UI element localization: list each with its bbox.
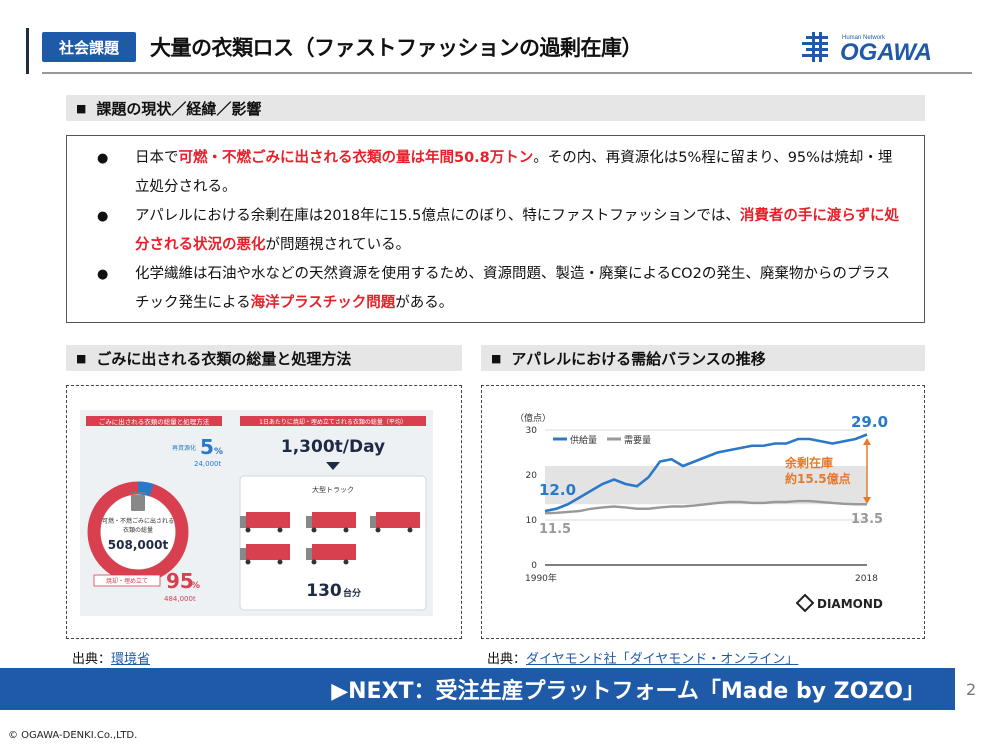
truck-label: 大型トラック (312, 485, 354, 494)
center-label-1: 可燃・不燃ごみに出される (102, 517, 174, 525)
infographic-left-title: ごみに出される衣類の総量と処理方法 (99, 417, 210, 426)
x-tick-label-end: 2018 (855, 574, 878, 584)
issue-bullet-list: ● 日本で可燃・不燃ごみに出される衣類の量は年間50.8万トン。その内、再資源化… (66, 135, 925, 323)
clothing-waste-infographic: ごみに出される衣類の総量と処理方法 可燃・不燃ごみに出される 衣類の総量 508… (80, 410, 433, 616)
source-label: 出典： (487, 652, 527, 667)
series-line-demand (544, 499, 867, 515)
bullet-highlight: 可燃・不燃ごみに出される衣類の量は年間50.8万トン (178, 150, 534, 166)
y-tick-label: 0 (531, 561, 537, 571)
surplus-label-1: 余剰在庫 (784, 455, 833, 470)
truck-icon (370, 512, 420, 533)
start-demand-label: 11.5 (539, 522, 571, 537)
list-item: ● アパレルにおける余剰在庫は2018年に15.5億点にのぼり、特にファストファ… (97, 202, 904, 260)
surplus-label-2: 約15.5億点 (785, 471, 851, 486)
header-accent-bar (26, 28, 29, 74)
page-title: 大量の衣類ロス（ファストファッションの過剰在庫） (150, 36, 643, 60)
recycle-pct-unit: % (214, 447, 223, 457)
diamond-logo: DIAMOND (795, 593, 883, 613)
burn-label: 焼却・埋め立て (106, 577, 148, 585)
square-bullet-icon: ■ (76, 101, 87, 115)
source-env-ministry: 出典：環境省 (72, 648, 150, 667)
source-link-env[interactable]: 環境省 (111, 652, 151, 667)
source-link-diamond[interactable]: ダイヤモンド社「ダイヤモンド・オンライン」 (526, 652, 799, 667)
ogawa-logo: Human Network OGAWA (802, 32, 932, 66)
section-heading-text: 課題の現状／経緯／影響 (96, 99, 262, 118)
list-item: ● 化学繊維は石油や水などの天然資源を使用するため、資源問題、製造・廃棄によるC… (97, 260, 904, 318)
truck-icon (240, 512, 290, 533)
y-axis-label: （億点） (515, 412, 551, 424)
bullet-dot-icon: ● (97, 209, 109, 224)
bullet-text: がある。 (395, 295, 454, 311)
next-banner: ▶NEXT：受注生産プラットフォーム「Made by ZOZO」 (0, 668, 955, 710)
bullet-text: 日本で (135, 150, 179, 166)
bullet-highlight: 消費者の手に渡らずに処分される状況の悪化 (135, 208, 900, 253)
center-amount: 508,000t (108, 538, 169, 552)
down-arrow-icon (326, 462, 340, 470)
supply-demand-line-chart: 0 10 20 30 （億点） 供給量 需要量 12.0 11.5 29.0 13.5… (515, 412, 888, 613)
bullet-text: 。その内、再資源化は5%程に留まり、95%は焼却・埋立処分される。 (135, 150, 893, 195)
bullet-dot-icon: ● (97, 267, 109, 282)
header-divider (42, 72, 972, 74)
burn-amount: 484,000t (164, 595, 196, 603)
copyright: © OGAWA-DENKI.Co.,LTD. (8, 730, 138, 741)
list-item: ● 日本で可燃・不燃ごみに出される衣類の量は年間50.8万トン。その内、再資源化… (97, 144, 904, 202)
bullet-text: 化学繊維は石油や水などの天然資源を使用するため、資源問題、製造・廃棄によるCO2… (135, 266, 891, 311)
truck-unit: 台分 (343, 587, 361, 599)
per-day-amount: 1,300t/Day (281, 437, 385, 457)
logo-small-text: Human Network (842, 35, 886, 41)
y-tick-label: 10 (526, 516, 538, 526)
x-tick-label-start: 1990年 (525, 572, 557, 584)
bullet-text: アパレルにおける余剰在庫は2018年に15.5億点にのぼり、特にファストファッシ… (135, 208, 740, 224)
page-number: 2 (966, 680, 977, 699)
burn-pct: 95 (166, 569, 194, 593)
end-demand-label: 13.5 (851, 512, 883, 527)
recycle-pct: 5 (200, 435, 214, 459)
legend-demand: 需要量 (624, 435, 651, 446)
section-supply-demand-heading: ■ アパレルにおける需給バランスの推移 (481, 345, 925, 371)
y-tick-label: 20 (526, 471, 538, 481)
infographic-right-title: 1日あたりに焼却・埋め立てされる衣類の総量（平均） (259, 418, 407, 426)
bullet-dot-icon: ● (97, 151, 109, 166)
section-current-issue-heading: ■ 課題の現状／経緯／影響 (66, 95, 925, 121)
diamond-brand-text: DIAMOND (817, 597, 883, 611)
surplus-arrow-icon (863, 438, 871, 504)
burn-pct-unit: % (191, 581, 200, 591)
truck-count: 130 (306, 581, 342, 601)
bullet-text: が問題視されている。 (265, 237, 411, 253)
truck-icon (240, 544, 290, 565)
y-tick-label: 30 (526, 426, 538, 436)
bullet-highlight: 海洋プラスチック問題 (250, 295, 396, 311)
truck-icon (306, 544, 356, 565)
logo-text: OGAWA (840, 39, 932, 66)
section-heading-text: ごみに出される衣類の総量と処理方法 (96, 349, 352, 368)
legend-supply: 供給量 (570, 434, 597, 446)
series-line-supply (544, 433, 868, 513)
truck-icons (240, 512, 420, 565)
start-supply-label: 12.0 (539, 481, 576, 499)
section-heading-text: アパレルにおける需給バランスの推移 (511, 349, 766, 368)
source-diamond: 出典：ダイヤモンド社「ダイヤモンド・オンライン」 (487, 648, 798, 667)
square-bullet-icon: ■ (76, 351, 87, 365)
trash-can-icon (130, 492, 146, 511)
truck-icon (306, 512, 356, 533)
source-label: 出典： (72, 652, 112, 667)
recycle-label: 再資源化 (172, 444, 196, 452)
recycle-amount: 24,000t (194, 460, 221, 468)
chart-legend: 供給量 需要量 (553, 434, 651, 446)
supply-demand-figure-frame (481, 385, 925, 639)
section-clothing-waste-heading: ■ ごみに出される衣類の総量と処理方法 (66, 345, 462, 371)
end-supply-label: 29.0 (851, 413, 888, 431)
clothing-waste-figure-frame (66, 385, 462, 639)
square-bullet-icon: ■ (491, 351, 502, 365)
center-label-2: 衣類の総量 (123, 526, 153, 534)
category-tag: 社会課題 (42, 32, 136, 62)
